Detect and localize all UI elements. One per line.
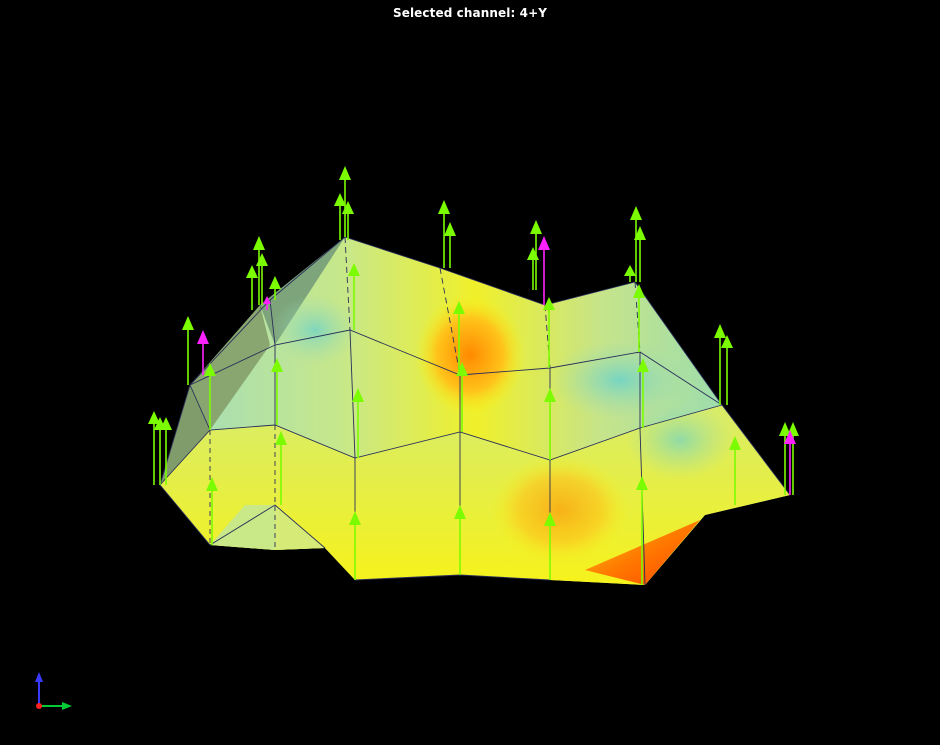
measurement-arrow[interactable] xyxy=(438,200,450,268)
measurement-arrow[interactable] xyxy=(246,265,258,310)
measurement-arrow[interactable] xyxy=(634,226,646,282)
measurement-arrow[interactable] xyxy=(637,358,649,428)
measurement-arrow-selected[interactable] xyxy=(784,430,796,495)
measurement-arrow[interactable] xyxy=(271,358,283,425)
measurement-arrow[interactable] xyxy=(543,297,555,368)
measurement-arrow[interactable] xyxy=(633,284,645,352)
measurement-arrow[interactable] xyxy=(342,201,354,240)
measurement-arrow[interactable] xyxy=(348,263,360,330)
measurement-arrow[interactable] xyxy=(527,247,539,290)
channel-arrows xyxy=(148,166,799,585)
measurement-arrow[interactable] xyxy=(160,417,172,485)
measurement-arrow[interactable] xyxy=(204,363,216,430)
measurement-arrow[interactable] xyxy=(253,236,265,305)
measurement-arrow[interactable] xyxy=(206,477,218,545)
measurement-arrow[interactable] xyxy=(453,301,465,375)
measurement-arrow[interactable] xyxy=(544,388,556,460)
measurement-arrow[interactable] xyxy=(334,193,346,240)
measurement-arrow[interactable] xyxy=(275,431,287,505)
measurement-arrow-selected[interactable] xyxy=(197,330,209,375)
measurement-arrow[interactable] xyxy=(148,411,160,485)
coordinate-axes-icon xyxy=(35,672,72,710)
measurement-arrow[interactable] xyxy=(454,505,466,575)
measurement-arrow[interactable] xyxy=(256,253,268,305)
measurement-arrow[interactable] xyxy=(630,206,642,282)
measurement-arrow[interactable] xyxy=(721,335,733,405)
measurement-arrow[interactable] xyxy=(349,511,361,580)
measurement-arrow-selected[interactable] xyxy=(263,296,271,310)
measurement-arrow[interactable] xyxy=(624,265,636,282)
measurement-arrow[interactable] xyxy=(714,324,726,405)
measurement-arrow[interactable] xyxy=(456,362,468,432)
measurement-arrow-selected[interactable] xyxy=(538,236,550,305)
measurement-arrow[interactable] xyxy=(182,316,194,385)
measurement-arrow[interactable] xyxy=(352,388,364,458)
measurement-arrow[interactable] xyxy=(444,222,456,268)
deformed-surface-mesh xyxy=(159,236,791,586)
measurement-arrow[interactable] xyxy=(269,276,281,300)
selected-channel-title: Selected channel: 4+Y xyxy=(392,6,548,20)
measurement-arrow[interactable] xyxy=(636,476,648,585)
measurement-arrow[interactable] xyxy=(729,436,741,505)
measurement-arrow[interactable] xyxy=(544,512,556,580)
